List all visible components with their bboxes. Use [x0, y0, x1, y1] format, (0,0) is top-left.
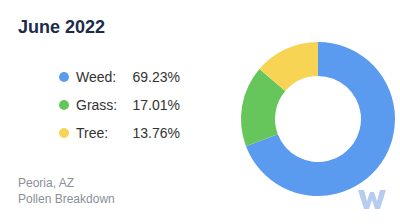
legend-value: 69.23% [133, 69, 180, 85]
slice [259, 42, 318, 91]
chart-container: June 2022 Weed: Grass: Tree: 69.23% 17.01% 13.… [0, 0, 400, 224]
legend-label: Weed: [76, 69, 116, 85]
legend-swatch [59, 128, 69, 138]
donut [241, 42, 395, 196]
annotation: Peoria, AZ [18, 176, 74, 190]
legend-value: 13.76% [133, 125, 180, 141]
title: June 2022 [18, 17, 105, 37]
legend-label: Tree: [76, 125, 108, 141]
legend: Weed: Grass: Tree: 69.23% 17.01% 13.76% [59, 69, 180, 141]
annotation: Pollen Breakdown [18, 192, 115, 206]
legend-swatch [59, 72, 69, 82]
legend-value: 17.01% [133, 97, 180, 113]
legend-label: Grass: [76, 97, 117, 113]
legend-swatch [59, 100, 69, 110]
logo [358, 190, 386, 209]
chart: June 2022 Weed: Grass: Tree: 69.23% 17.01% 13.… [0, 0, 400, 224]
